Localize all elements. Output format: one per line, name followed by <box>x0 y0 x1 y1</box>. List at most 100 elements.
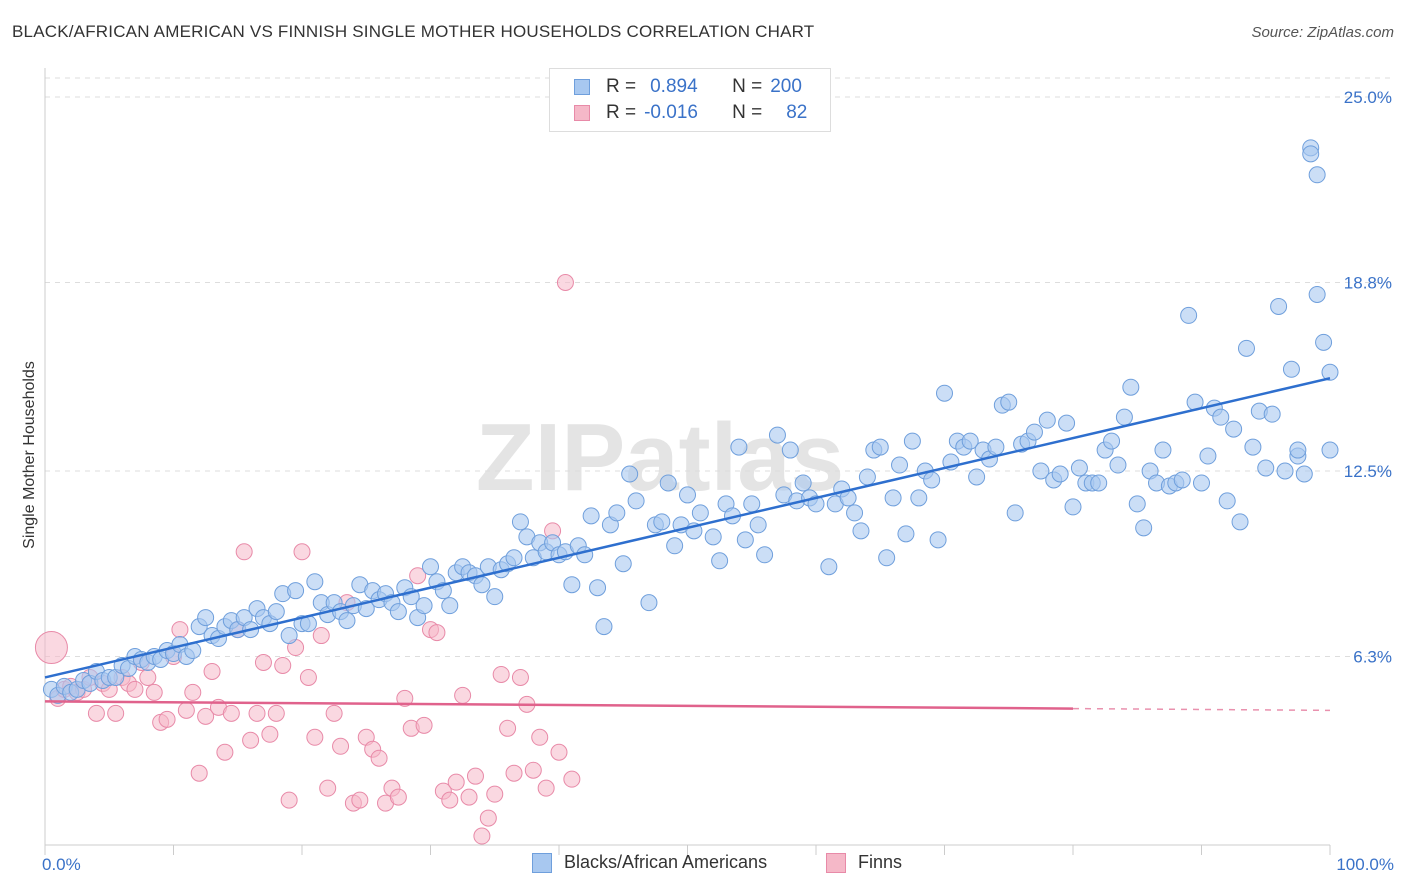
finns-point <box>466 767 484 785</box>
black-point <box>781 441 799 459</box>
finns-point <box>235 543 253 561</box>
y-tick-label: 12.5% <box>1344 462 1392 481</box>
finns-point <box>332 737 350 755</box>
black-point <box>1276 462 1294 480</box>
black-point <box>1032 462 1050 480</box>
black-point <box>1218 492 1236 510</box>
finns-point <box>524 761 542 779</box>
black-point <box>1135 519 1153 537</box>
finns-point <box>254 653 272 671</box>
finns-trend-line <box>44 700 1074 710</box>
finns-point <box>556 274 574 292</box>
black-point <box>1154 441 1172 459</box>
legend-row-black: R = 0.894 N = 200 <box>574 74 802 100</box>
black-point <box>1225 420 1243 438</box>
black-point <box>621 465 639 483</box>
blue-swatch <box>574 79 590 95</box>
legend-item-black: Blacks/African Americans <box>532 852 767 873</box>
black-point <box>1321 441 1339 459</box>
finns-point <box>473 827 491 845</box>
n-label: N = <box>732 102 763 123</box>
black-point <box>1321 363 1339 381</box>
finns-point <box>447 773 465 791</box>
black-point <box>1128 495 1146 513</box>
black-point <box>267 603 285 621</box>
black-point <box>1109 456 1127 474</box>
black-point <box>1282 360 1300 378</box>
finns-points <box>34 274 581 845</box>
finns-point <box>531 728 549 746</box>
black-point <box>1070 459 1088 477</box>
finns-point <box>126 680 144 698</box>
black-point <box>768 426 786 444</box>
finns-point <box>242 731 260 749</box>
finns-point <box>550 743 568 761</box>
black-point <box>563 576 581 594</box>
black-point <box>1051 465 1069 483</box>
finns-point <box>171 621 189 639</box>
r-label: R = <box>606 102 637 123</box>
black-point <box>1270 297 1288 315</box>
black-point <box>595 618 613 636</box>
black-point <box>1199 447 1217 465</box>
black-point <box>891 456 909 474</box>
finns-point <box>107 704 125 722</box>
x-tick-label: 0.0% <box>42 855 81 874</box>
black-point <box>1315 333 1333 351</box>
finns-point <box>34 631 68 665</box>
finns-point <box>274 656 292 674</box>
black-point <box>1289 441 1307 459</box>
finns-point <box>486 785 504 803</box>
black-point <box>794 474 812 492</box>
r-label: R = <box>606 76 637 97</box>
finns-point <box>409 567 427 585</box>
black-point <box>659 474 677 492</box>
black-trend-line <box>44 377 1331 679</box>
black-point <box>1263 405 1281 423</box>
finns-point <box>325 704 343 722</box>
black-point <box>422 558 439 576</box>
finns-point <box>87 704 105 722</box>
black-point <box>691 504 709 522</box>
finns-point <box>145 683 163 701</box>
black-point <box>711 552 729 570</box>
black-point <box>640 594 658 612</box>
black-point <box>936 384 953 402</box>
black-point <box>987 438 1005 456</box>
black-point <box>1064 498 1082 516</box>
black-point <box>961 432 979 450</box>
correlation-legend: R = 0.894 N = 200 R = -0.016 N = 82 <box>549 68 831 132</box>
finns-point <box>479 809 497 827</box>
black-point <box>1038 411 1056 429</box>
finns-point <box>492 665 510 683</box>
black-point <box>878 549 896 567</box>
finns-point <box>139 668 157 686</box>
series-legend: Blacks/African Americans Finns <box>0 852 1406 876</box>
n-label: N = <box>732 76 763 97</box>
black-point <box>968 468 986 486</box>
n-value: 82 <box>786 102 808 123</box>
finns-point <box>299 668 317 686</box>
n-value: 200 <box>770 76 802 97</box>
legend-item-finns: Finns <box>826 852 902 873</box>
finns-point <box>216 743 234 761</box>
black-point <box>505 549 523 567</box>
finns-point <box>511 668 529 686</box>
finns-point <box>389 788 407 806</box>
black-point <box>1122 378 1140 396</box>
black-point <box>852 522 870 540</box>
black-point <box>1006 504 1024 522</box>
legend-row-finns: R = -0.016 N = 82 <box>574 100 807 126</box>
black-point <box>749 516 767 534</box>
finns-point <box>415 716 433 734</box>
r-value: -0.016 <box>644 102 698 123</box>
finns-point <box>222 704 240 722</box>
black-point <box>666 537 684 555</box>
finns-point <box>454 686 472 704</box>
black-point <box>1000 393 1018 411</box>
black-point <box>1180 306 1198 324</box>
finns-point <box>306 728 324 746</box>
finns-point <box>370 749 388 767</box>
grid-lines <box>45 77 1390 658</box>
r-value: 0.894 <box>650 76 698 97</box>
